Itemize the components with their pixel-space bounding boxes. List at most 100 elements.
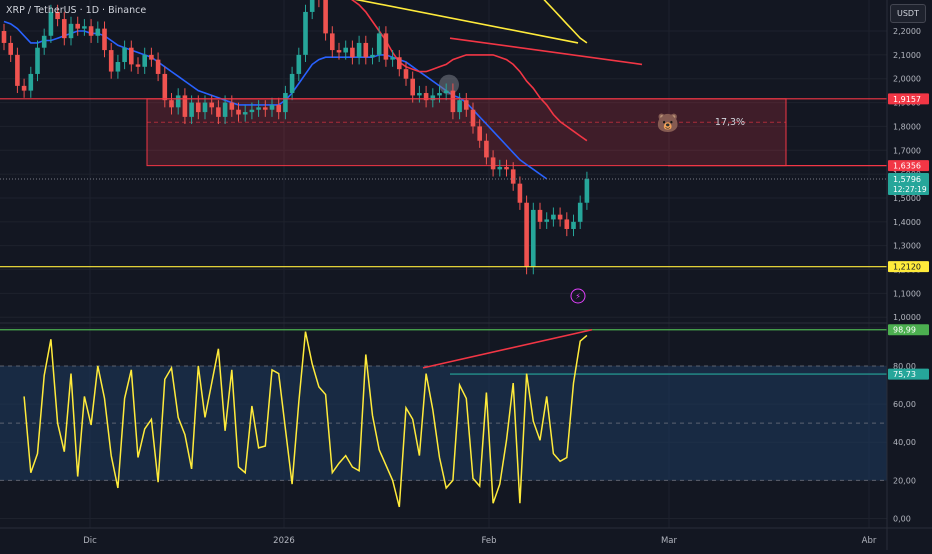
candle-body [55, 11, 60, 20]
candle-body [350, 47, 355, 58]
candle-body [229, 102, 235, 110]
oscillator-axis-tick-label: 20,00 [893, 476, 916, 485]
zone-low-price-label: 1,6356 [893, 162, 921, 171]
price-axis-tick-label: 2,1000 [893, 51, 921, 60]
yellow-trendline[interactable] [310, 0, 579, 44]
candle-body [269, 104, 275, 110]
support-price-label: 1,2120 [893, 263, 921, 272]
candle-body [330, 33, 335, 51]
candle-body [189, 102, 194, 117]
flash-icon-ring[interactable] [570, 288, 586, 304]
price-axis-tick-label: 1,5000 [893, 194, 921, 203]
price-axis-tick-label: 1,7000 [893, 146, 921, 155]
candle-body [470, 109, 476, 127]
candle-body [397, 57, 402, 70]
candle-body [41, 35, 47, 48]
candle-body [115, 62, 121, 72]
candle-body [129, 47, 134, 65]
candle-body [242, 112, 248, 115]
candle-body [95, 28, 101, 36]
candle-body [336, 50, 342, 53]
candle-body [249, 109, 255, 113]
candle-body [256, 107, 261, 110]
candle-body [423, 93, 429, 101]
candle-body [363, 42, 369, 58]
candle-body [457, 100, 462, 113]
candle-body [169, 100, 174, 108]
price-axis-tick-label: 1,3000 [893, 242, 921, 251]
resistance-price-label-tag [888, 93, 929, 105]
symbol-title: XRP / TetherUS · 1D · Binance [6, 5, 147, 16]
price-axis-panel[interactable] [887, 0, 932, 550]
candle-body [296, 54, 302, 74]
candle-body [283, 93, 288, 113]
last-price-tag [888, 172, 929, 195]
candle-body [1, 31, 7, 43]
oscillator-high-label-tag [888, 324, 929, 336]
candle-body [504, 166, 509, 170]
candle-body [517, 183, 523, 203]
candle-body [437, 93, 442, 96]
candle-body [182, 95, 188, 117]
candle-body [356, 42, 362, 58]
price-axis-tick-label: 1,1000 [893, 289, 921, 298]
resistance-price-label: 1,9157 [893, 95, 921, 104]
candle-body [544, 219, 549, 222]
candle-body [35, 47, 40, 74]
candle-body [202, 102, 208, 113]
zone-percent-label: 17,3% [715, 117, 745, 128]
oscillator-axis-tick-label: 40,00 [893, 438, 916, 447]
flash-icon[interactable]: ⚡ [575, 292, 581, 301]
candle-body [370, 54, 375, 58]
candle-body [276, 104, 281, 113]
countdown-label: 12:27:19 [893, 185, 927, 194]
candle-body [142, 54, 147, 67]
candle-body [537, 209, 543, 222]
bear-icon: 🐻 [657, 112, 679, 134]
price-axis-tick-label: 1,0000 [893, 313, 921, 322]
moving-average-yellow-line [543, 0, 588, 44]
candle-body [68, 23, 74, 39]
candle-body [477, 126, 482, 141]
candle-body [303, 11, 308, 55]
candle-body [323, 0, 328, 34]
candle-body [497, 166, 503, 170]
oscillator-trendline[interactable] [422, 328, 593, 369]
candle-body [75, 23, 80, 29]
candle-body [289, 73, 295, 94]
price-axis-tick-label: 1,4000 [893, 218, 921, 227]
candle-body [430, 95, 436, 101]
oscillator-axis-tick-label: 60,00 [893, 400, 916, 409]
oscillator-high-label: 98,99 [893, 326, 916, 335]
oscillator-low-label: 75,73 [893, 370, 916, 379]
price-axis-tick-label: 1,8000 [893, 122, 921, 131]
candle-body [236, 109, 241, 115]
time-axis-tick-label: Abr [862, 536, 877, 546]
candle-body [376, 33, 382, 55]
candle-body [102, 28, 107, 51]
candle-body [48, 11, 54, 36]
time-axis-tick-label: Dic [83, 536, 97, 546]
time-axis-tick-label: Feb [481, 536, 496, 546]
candle-body [21, 85, 27, 91]
candle-body [551, 214, 556, 220]
time-axis-tick-label: Mar [661, 536, 678, 546]
candle-body [571, 221, 576, 229]
highlight-circle[interactable] [439, 74, 459, 95]
candle-body [403, 69, 409, 79]
candle-body [584, 178, 590, 203]
candle-body [510, 169, 516, 184]
last-price-label: 1,5796 [893, 175, 921, 184]
candle-body [82, 26, 87, 29]
red-trendline[interactable] [449, 37, 643, 66]
currency-button[interactable]: USDT [890, 4, 926, 23]
candle-body [222, 102, 228, 117]
oscillator-axis-tick-label: 0,00 [893, 514, 911, 523]
candle-body [263, 107, 268, 110]
candle-body [135, 64, 141, 67]
candle-body [162, 73, 168, 101]
candle-body [464, 100, 469, 110]
zone-low-price-label-tag [888, 160, 929, 172]
candle-body [343, 47, 348, 53]
